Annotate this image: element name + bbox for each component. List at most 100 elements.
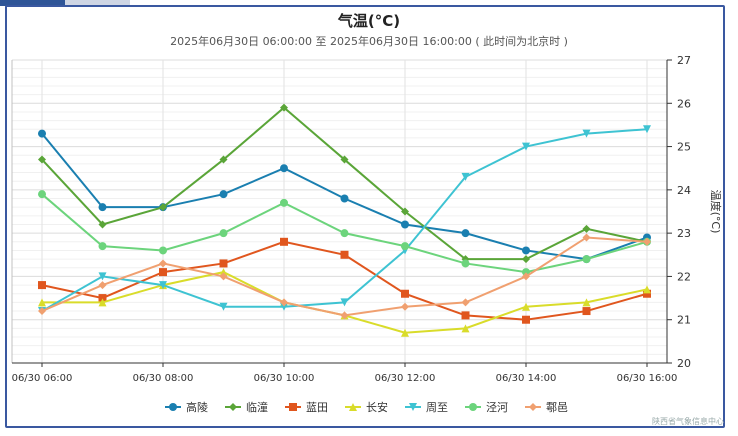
legend-marker [409,403,417,411]
data-point [38,307,46,316]
legend-marker [529,403,537,411]
y-tick-label: 26 [677,97,691,110]
legend-label: 蓝田 [306,401,328,414]
data-point [38,129,46,138]
legend-marker [289,403,297,411]
data-point [280,103,288,112]
legend-marker [349,403,357,411]
x-tick-label: 06/30 08:00 [133,373,194,384]
legend-item[interactable]: 鄠邑 [525,401,568,414]
data-point [38,298,46,307]
y-tick-label: 27 [677,54,691,67]
legend-marker [169,403,177,411]
series-6 [38,233,651,320]
data-point [461,172,470,181]
data-point [159,281,167,290]
series-5 [38,190,651,277]
data-point [340,311,349,320]
data-point [38,281,46,290]
data-point [340,298,349,307]
data-point [401,328,409,337]
x-tick-label: 06/30 14:00 [496,373,557,384]
data-point [522,272,530,281]
data-point [98,294,107,303]
y-tick-label: 23 [677,227,691,240]
x-tick-label: 06/30 16:00 [617,373,678,384]
data-point [643,237,651,246]
legend-marker [229,403,237,411]
data-point [280,164,288,173]
data-point [522,255,530,264]
data-point [643,125,651,134]
data-point [159,203,167,212]
active-tab[interactable] [0,0,65,6]
data-point [643,285,651,294]
data-point [280,298,288,307]
data-point [522,246,530,255]
data-point [401,220,409,229]
y-tick-label: 21 [677,314,691,327]
data-point [522,315,530,324]
inactive-tab[interactable] [65,0,130,6]
data-point [461,259,470,268]
data-point [582,224,591,233]
x-tick-label: 06/30 06:00 [12,373,73,384]
data-point [98,220,107,229]
data-point [219,259,228,268]
legend-label: 泾河 [486,401,508,414]
legend-label: 临潼 [246,400,268,414]
data-point [522,302,530,311]
data-point [522,142,530,151]
legend-item[interactable]: 蓝田 [285,401,328,414]
data-point [159,259,167,268]
data-point [461,324,470,333]
data-point [401,302,409,311]
data-point [401,242,409,251]
legend-label: 鄠邑 [546,401,568,414]
x-tick-label: 06/30 12:00 [375,373,436,384]
y-tick-label: 22 [677,270,691,283]
legend-item[interactable]: 周至 [405,401,448,414]
data-point [340,250,349,259]
data-point [582,298,591,307]
legend-item[interactable]: 高陵 [165,400,208,414]
data-point [340,229,349,238]
data-point [461,311,470,320]
y-tick-label: 25 [677,141,691,154]
data-point [280,237,288,246]
legend-item[interactable]: 长安 [345,400,388,414]
data-point [219,302,228,311]
data-point [219,190,228,199]
chart-title: 气温(°C) [337,12,401,30]
data-point [582,233,591,242]
footer-credit: 陕西省气象信息中心 [652,417,724,426]
legend-label: 周至 [426,401,448,414]
legend-label: 长安 [366,400,388,414]
x-tick-label: 06/30 10:00 [254,373,315,384]
data-point [582,129,591,138]
legend-item[interactable]: 泾河 [465,401,508,414]
data-point [38,190,46,199]
data-point [38,155,46,164]
data-point [219,155,228,164]
y-axis-label: 温度(°C) [709,190,723,234]
data-point [219,268,228,277]
data-point [461,229,470,238]
series-4 [38,125,651,316]
data-point [159,268,167,277]
legend-item[interactable]: 临潼 [225,400,268,414]
data-point [643,289,651,298]
data-point [401,207,409,216]
data-point [340,155,349,164]
data-point [582,307,591,316]
data-point [98,281,107,290]
legend-marker [469,403,477,411]
chart-subtitle: 2025年06月30日 06:00:00 至 2025年06月30日 16:00… [170,35,568,48]
data-point [219,229,228,238]
data-point [340,194,349,203]
y-tick-label: 24 [677,184,691,197]
plot-area [12,60,667,363]
data-point [401,289,409,298]
data-point [98,242,107,251]
